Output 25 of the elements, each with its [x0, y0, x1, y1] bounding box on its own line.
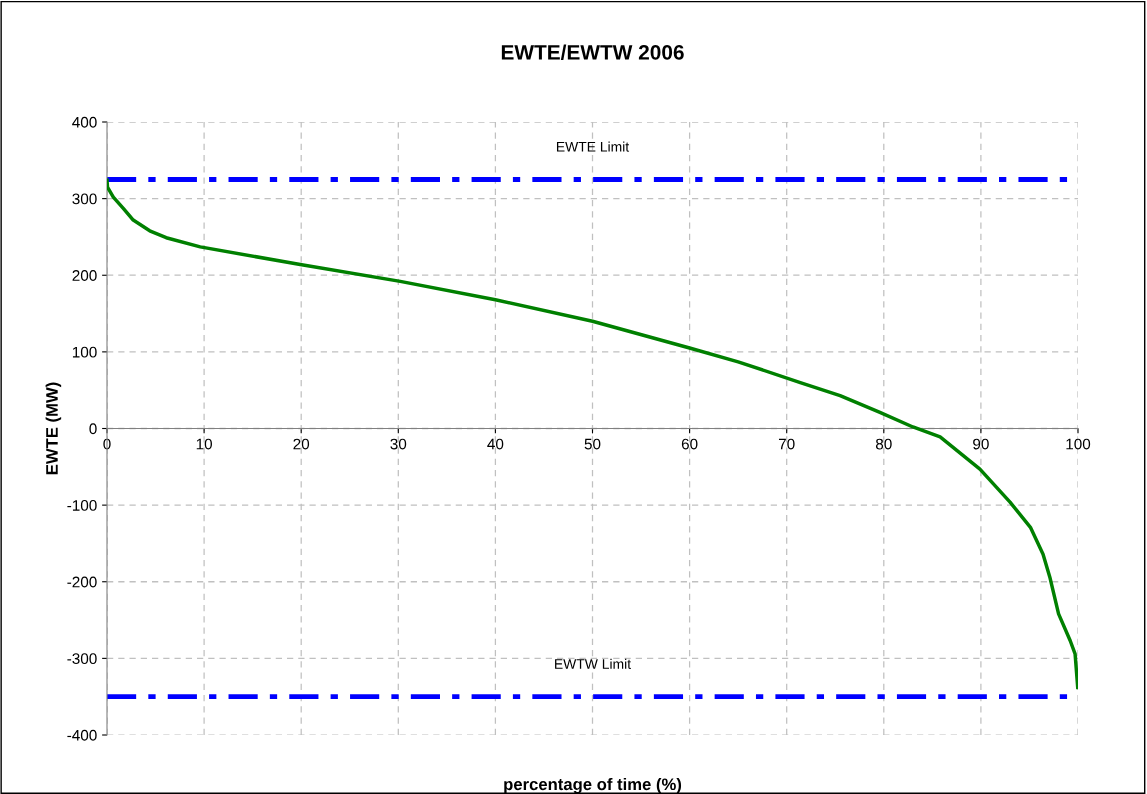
- x-tick-label: 100: [1066, 438, 1091, 450]
- ref-line-label: EWTE Limit: [556, 141, 630, 152]
- x-tick-label: 40: [487, 438, 504, 450]
- x-axis-title: percentage of time (%): [504, 777, 682, 794]
- y-tick-label: -100: [67, 499, 97, 511]
- y-tick-label: 200: [72, 270, 97, 281]
- y-tick-label: -400: [67, 729, 97, 741]
- x-tick-label: 10: [196, 438, 212, 450]
- ref-line-label: EWTW Limit: [555, 658, 631, 669]
- y-tick-label: 100: [72, 346, 97, 358]
- y-tick-label: 300: [72, 193, 97, 205]
- y-tick-label: -300: [67, 653, 97, 665]
- y-axis-title: EWTE (MW): [45, 382, 62, 475]
- y-tick-label: 400: [72, 116, 97, 128]
- x-tick-label: 90: [973, 438, 989, 450]
- x-tick-label: 70: [778, 438, 795, 450]
- chart-title: EWTE/EWTW 2006: [501, 44, 684, 60]
- x-tick-label: 0: [103, 438, 111, 450]
- x-tick-label: 30: [390, 438, 407, 450]
- x-tick-label: 50: [584, 438, 601, 450]
- x-tick-label: 80: [875, 438, 892, 450]
- x-tick-label: 20: [293, 438, 310, 450]
- x-tick-label: 60: [681, 438, 698, 450]
- y-tick-label: -200: [67, 576, 97, 588]
- y-tick-label: 0: [89, 423, 97, 435]
